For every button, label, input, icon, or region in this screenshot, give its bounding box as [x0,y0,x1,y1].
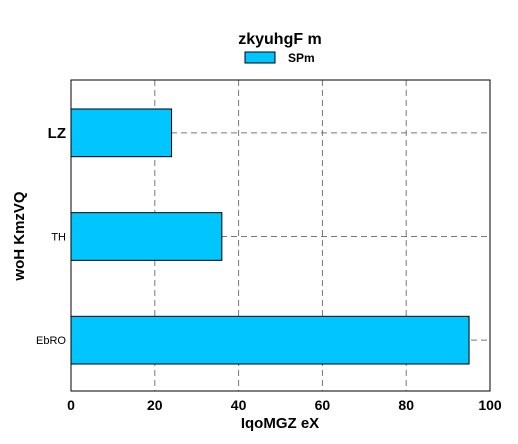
x-tick-label: 40 [231,397,247,413]
y-axis-label: woH KmzVQ [11,191,28,282]
bar-th [70,212,223,261]
y-tick-label: LZ [48,125,66,142]
x-tick-label: 60 [315,397,331,413]
y-tick-labels: LZ TH EbRO [36,125,66,347]
x-tick-label: 20 [147,397,163,413]
legend-label-spm: SPm [288,51,315,65]
legend: SPm [244,51,315,65]
x-tick-labels: 0 20 40 60 80 100 [67,397,502,413]
legend-swatch-spm [244,51,276,64]
x-tick-label: 0 [67,397,75,413]
x-tick-label: 80 [398,397,414,413]
y-tick-label: EbRO [36,335,66,347]
x-tick-label: 100 [478,397,502,413]
bar-lz [70,108,173,158]
plot-frame [70,79,491,392]
y-tick-label: TH [51,232,66,244]
x-axis-label: IqoMGZ eX [241,415,319,432]
chart-title: zkyuhgF m [238,31,322,48]
bar-ebro [70,315,470,365]
bars [70,108,470,365]
